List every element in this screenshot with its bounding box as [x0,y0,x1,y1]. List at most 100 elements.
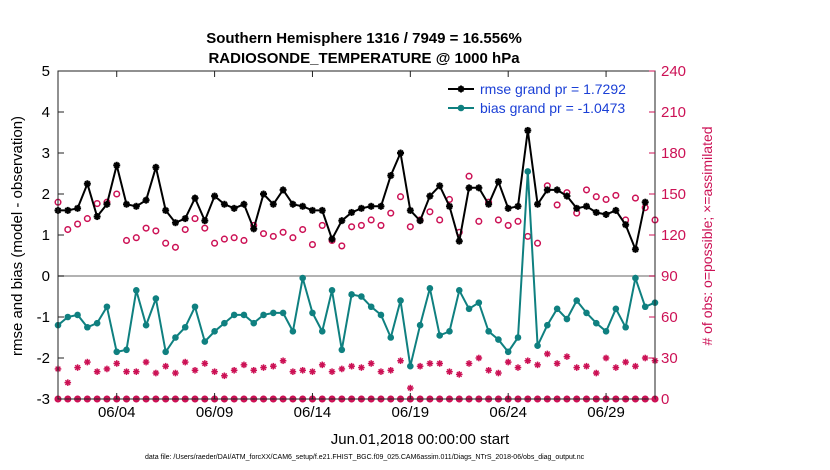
rmse-point [553,186,561,194]
legend-bias-label: bias grand pr = -1.0473 [480,100,625,116]
bias-point [103,303,111,311]
bias-point [367,303,375,311]
bias-point [84,323,91,331]
bias-point [377,311,385,319]
bias-point [602,328,610,335]
rmse-point [279,186,287,194]
assimilated-obs-point [387,367,395,374]
legend-rmse-label: rmse grand pr = 1.7292 [480,81,626,97]
possible-obs-point [289,234,297,242]
assimilated-obs-point [240,361,248,369]
assimilated-obs-point [309,368,316,375]
rmse-point [612,206,620,214]
rmse-point [240,200,248,208]
bias-point [221,319,228,327]
assimilated-obs-point [103,365,111,373]
bias-point [563,315,571,323]
plot-background [58,71,655,399]
possible-obs-point [299,225,307,234]
rmse-point [582,202,590,210]
rmse-point [328,235,336,243]
bias-point [201,338,209,345]
assimilated-obs-point [289,368,297,375]
rmse-point [308,206,316,214]
rmse-point [211,192,219,200]
bias-point [524,168,532,175]
bias-point [74,311,81,319]
bias-point [455,287,463,294]
possible-obs-point [475,217,483,225]
bias-point [583,309,590,317]
rmse-point [563,192,571,200]
rmse-point [485,200,493,208]
series-rmse [54,126,649,253]
rmse-point [162,206,170,214]
rmse-point [191,194,199,202]
y-axis-label-left: rmse and bias (model - observation) [9,116,26,356]
rmse-point [406,206,414,214]
possible-obs-point [132,234,140,242]
assimilated-obs-point [514,364,522,371]
assimilated-obs-point [407,384,414,392]
y-tick-label-left: -2 [37,350,50,367]
rmse-point [641,198,649,206]
bias-point [465,305,473,313]
plot-area [58,71,655,399]
assimilated-obs-point [270,362,277,370]
bias-point [93,319,101,327]
possible-obs-point [211,239,219,247]
rmse-point [338,217,346,225]
rmse-point [602,211,610,218]
bias-point [260,311,267,319]
possible-obs-point [426,208,434,216]
assimilated-obs-point [279,357,287,365]
bias-point [211,328,218,335]
assimilated-obs-point [436,360,443,367]
possible-obs-point [602,195,610,204]
rmse-point [573,204,581,212]
rmse-point [230,204,238,212]
bias-point [573,297,581,304]
assimilated-obs-point [74,364,81,371]
possible-obs-point [113,190,121,198]
rmse-point [269,200,277,208]
possible-obs-point [152,227,160,235]
bias-point [142,321,150,329]
rmse-point [299,202,307,210]
assimilated-obs-point [602,354,610,362]
assimilated-obs-point [397,357,404,365]
y-tick-label-left: 2 [42,186,50,203]
rmse-point [514,202,522,210]
bias-point [113,348,121,356]
assimilated-obs-point [592,369,600,377]
possible-obs-point [201,224,209,232]
assimilated-obs-point [495,369,502,377]
bias-point [641,303,649,311]
rmse-point [592,208,600,216]
rmse-point [631,245,639,253]
bias-point [485,328,492,335]
possible-obs-point [465,172,473,180]
possible-obs-point [494,216,502,224]
possible-obs-point [240,236,248,245]
rmse-point [132,202,140,210]
assimilated-obs-point [299,367,306,374]
possible-obs-point [504,221,512,229]
y-tick-label-right: 0 [661,391,669,408]
assimilated-obs-point [260,364,267,371]
x-tick-label: 06/24 [489,404,527,421]
y-tick-label-right: 30 [661,350,678,367]
y-tick-label-left: 5 [42,63,50,80]
bias-point [299,274,306,282]
bias-point [132,287,140,294]
possible-obs-point [74,220,82,228]
assimilated-obs-point [191,367,199,374]
rmse-point [289,200,297,208]
rmse-point [455,237,463,245]
assimilated-obs-point [93,368,101,375]
assimilated-obs-point [221,372,228,380]
assimilated-obs-point [632,362,639,370]
bias-point [407,362,414,370]
possible-obs-point [279,228,287,236]
